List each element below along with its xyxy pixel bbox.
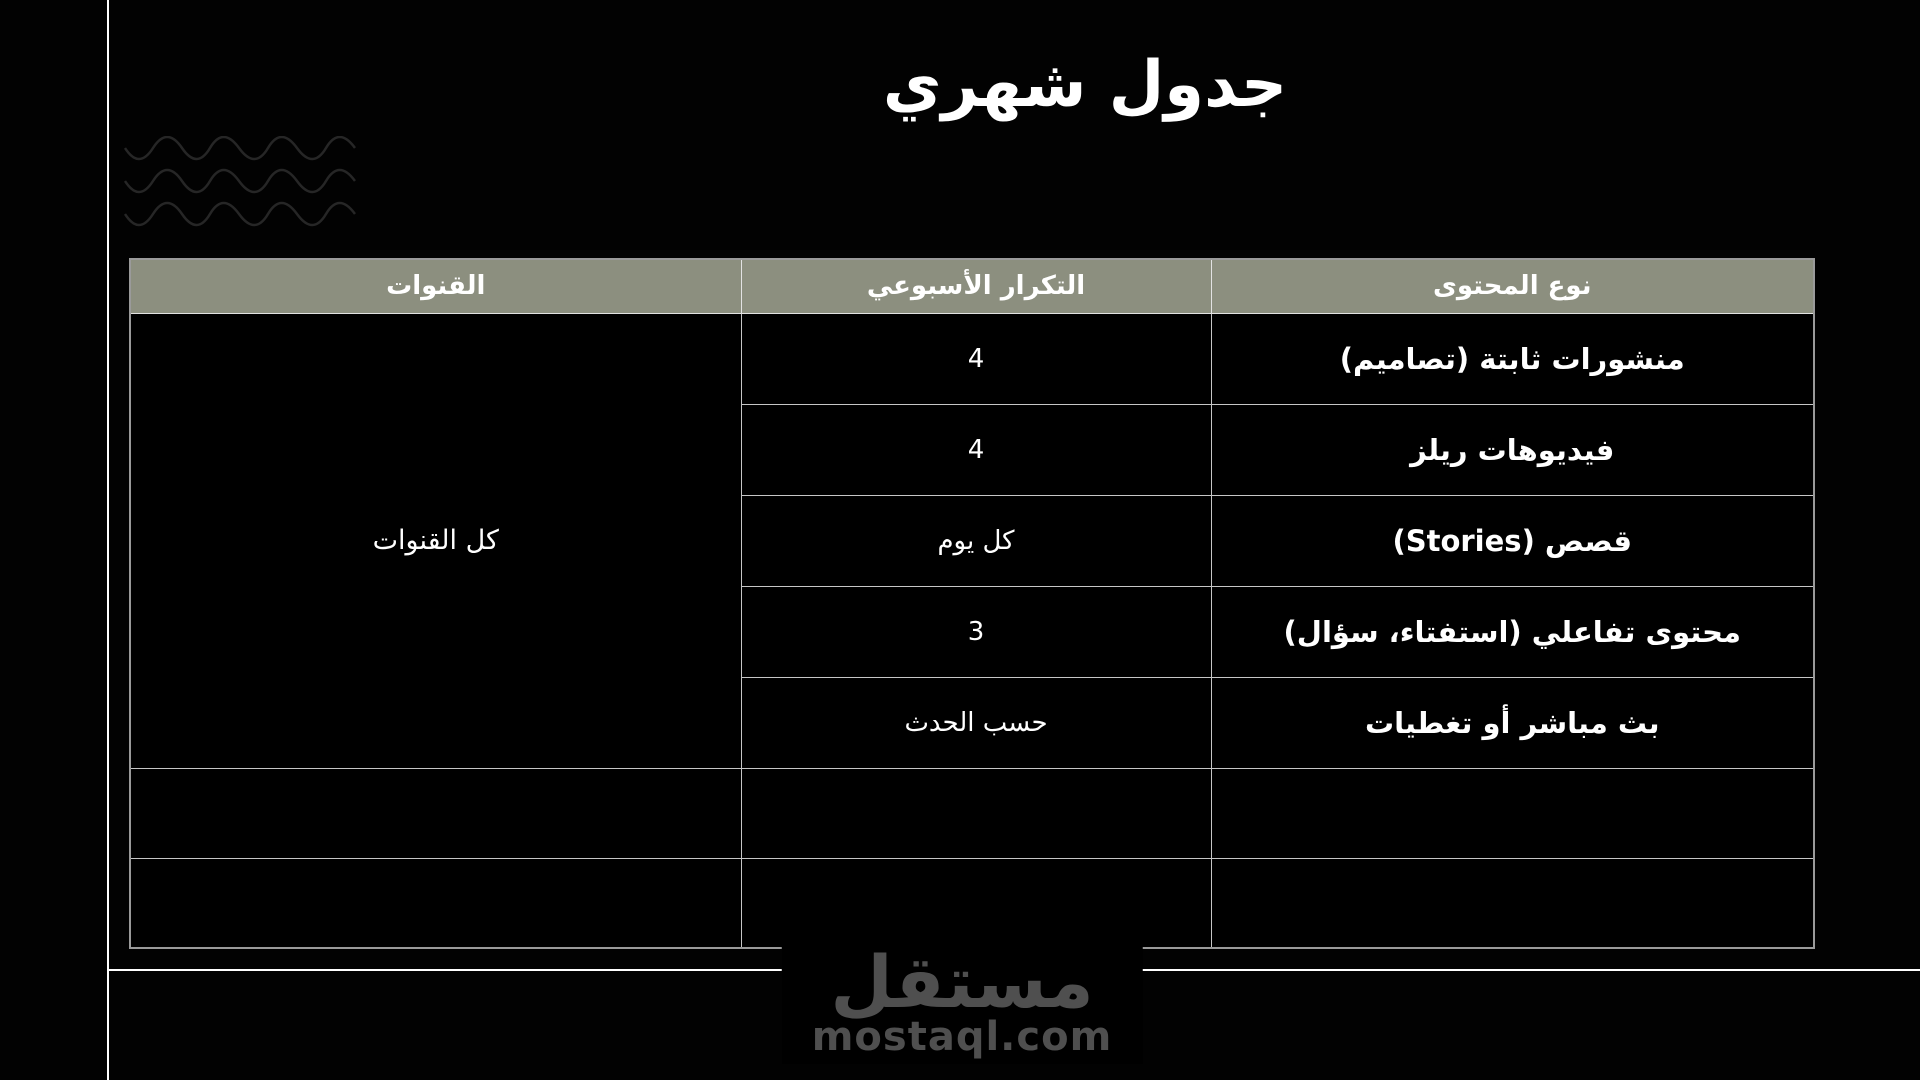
cell-frequency: كل يوم [740, 494, 1212, 587]
header-cell-weekly-frequency: التكرار الأسبوعي [740, 258, 1212, 314]
empty-cell [740, 857, 1212, 949]
empty-table-row [129, 767, 1815, 859]
mostaql-logo: مستقل [830, 940, 1094, 1024]
empty-cell [1210, 857, 1815, 949]
watermark: مستقل mostaql.com [781, 940, 1143, 1064]
empty-cell [1210, 767, 1815, 859]
cell-content-type: فيديوهات ريلز [1210, 403, 1815, 496]
mostaql-domain: mostaql.com [811, 1014, 1113, 1060]
slide-title: جدول شهري [882, 48, 1288, 122]
empty-cell [129, 857, 742, 949]
empty-cell [740, 767, 1212, 859]
wavy-lines-icon [124, 136, 356, 227]
cell-content-type: قصص (Stories) [1210, 494, 1815, 587]
empty-cell [129, 767, 742, 859]
cell-frequency: حسب الحدث [740, 676, 1212, 769]
table-header-row: نوع المحتوى التكرار الأسبوعي القنوات [129, 258, 1815, 314]
header-cell-content-type: نوع المحتوى [1210, 258, 1815, 314]
cell-frequency: 4 [740, 312, 1212, 405]
cell-frequency: 4 [740, 403, 1212, 496]
merged-cell-channels: كل القنوات [129, 312, 742, 769]
cell-content-type: محتوى تفاعلي (استفتاء، سؤال) [1210, 585, 1815, 678]
table-row: منشورات ثابتة (تصاميم) 4 كل القنوات [129, 312, 1815, 769]
header-cell-channels: القنوات [129, 258, 742, 314]
empty-table-row [129, 857, 1815, 949]
left-accent-line [107, 0, 109, 1080]
cell-frequency: 3 [740, 585, 1212, 678]
monthly-schedule-table: نوع المحتوى التكرار الأسبوعي القنوات منش… [129, 258, 1815, 949]
cell-content-type: منشورات ثابتة (تصاميم) [1210, 312, 1815, 405]
cell-content-type: بث مباشر أو تغطيات [1210, 676, 1815, 769]
